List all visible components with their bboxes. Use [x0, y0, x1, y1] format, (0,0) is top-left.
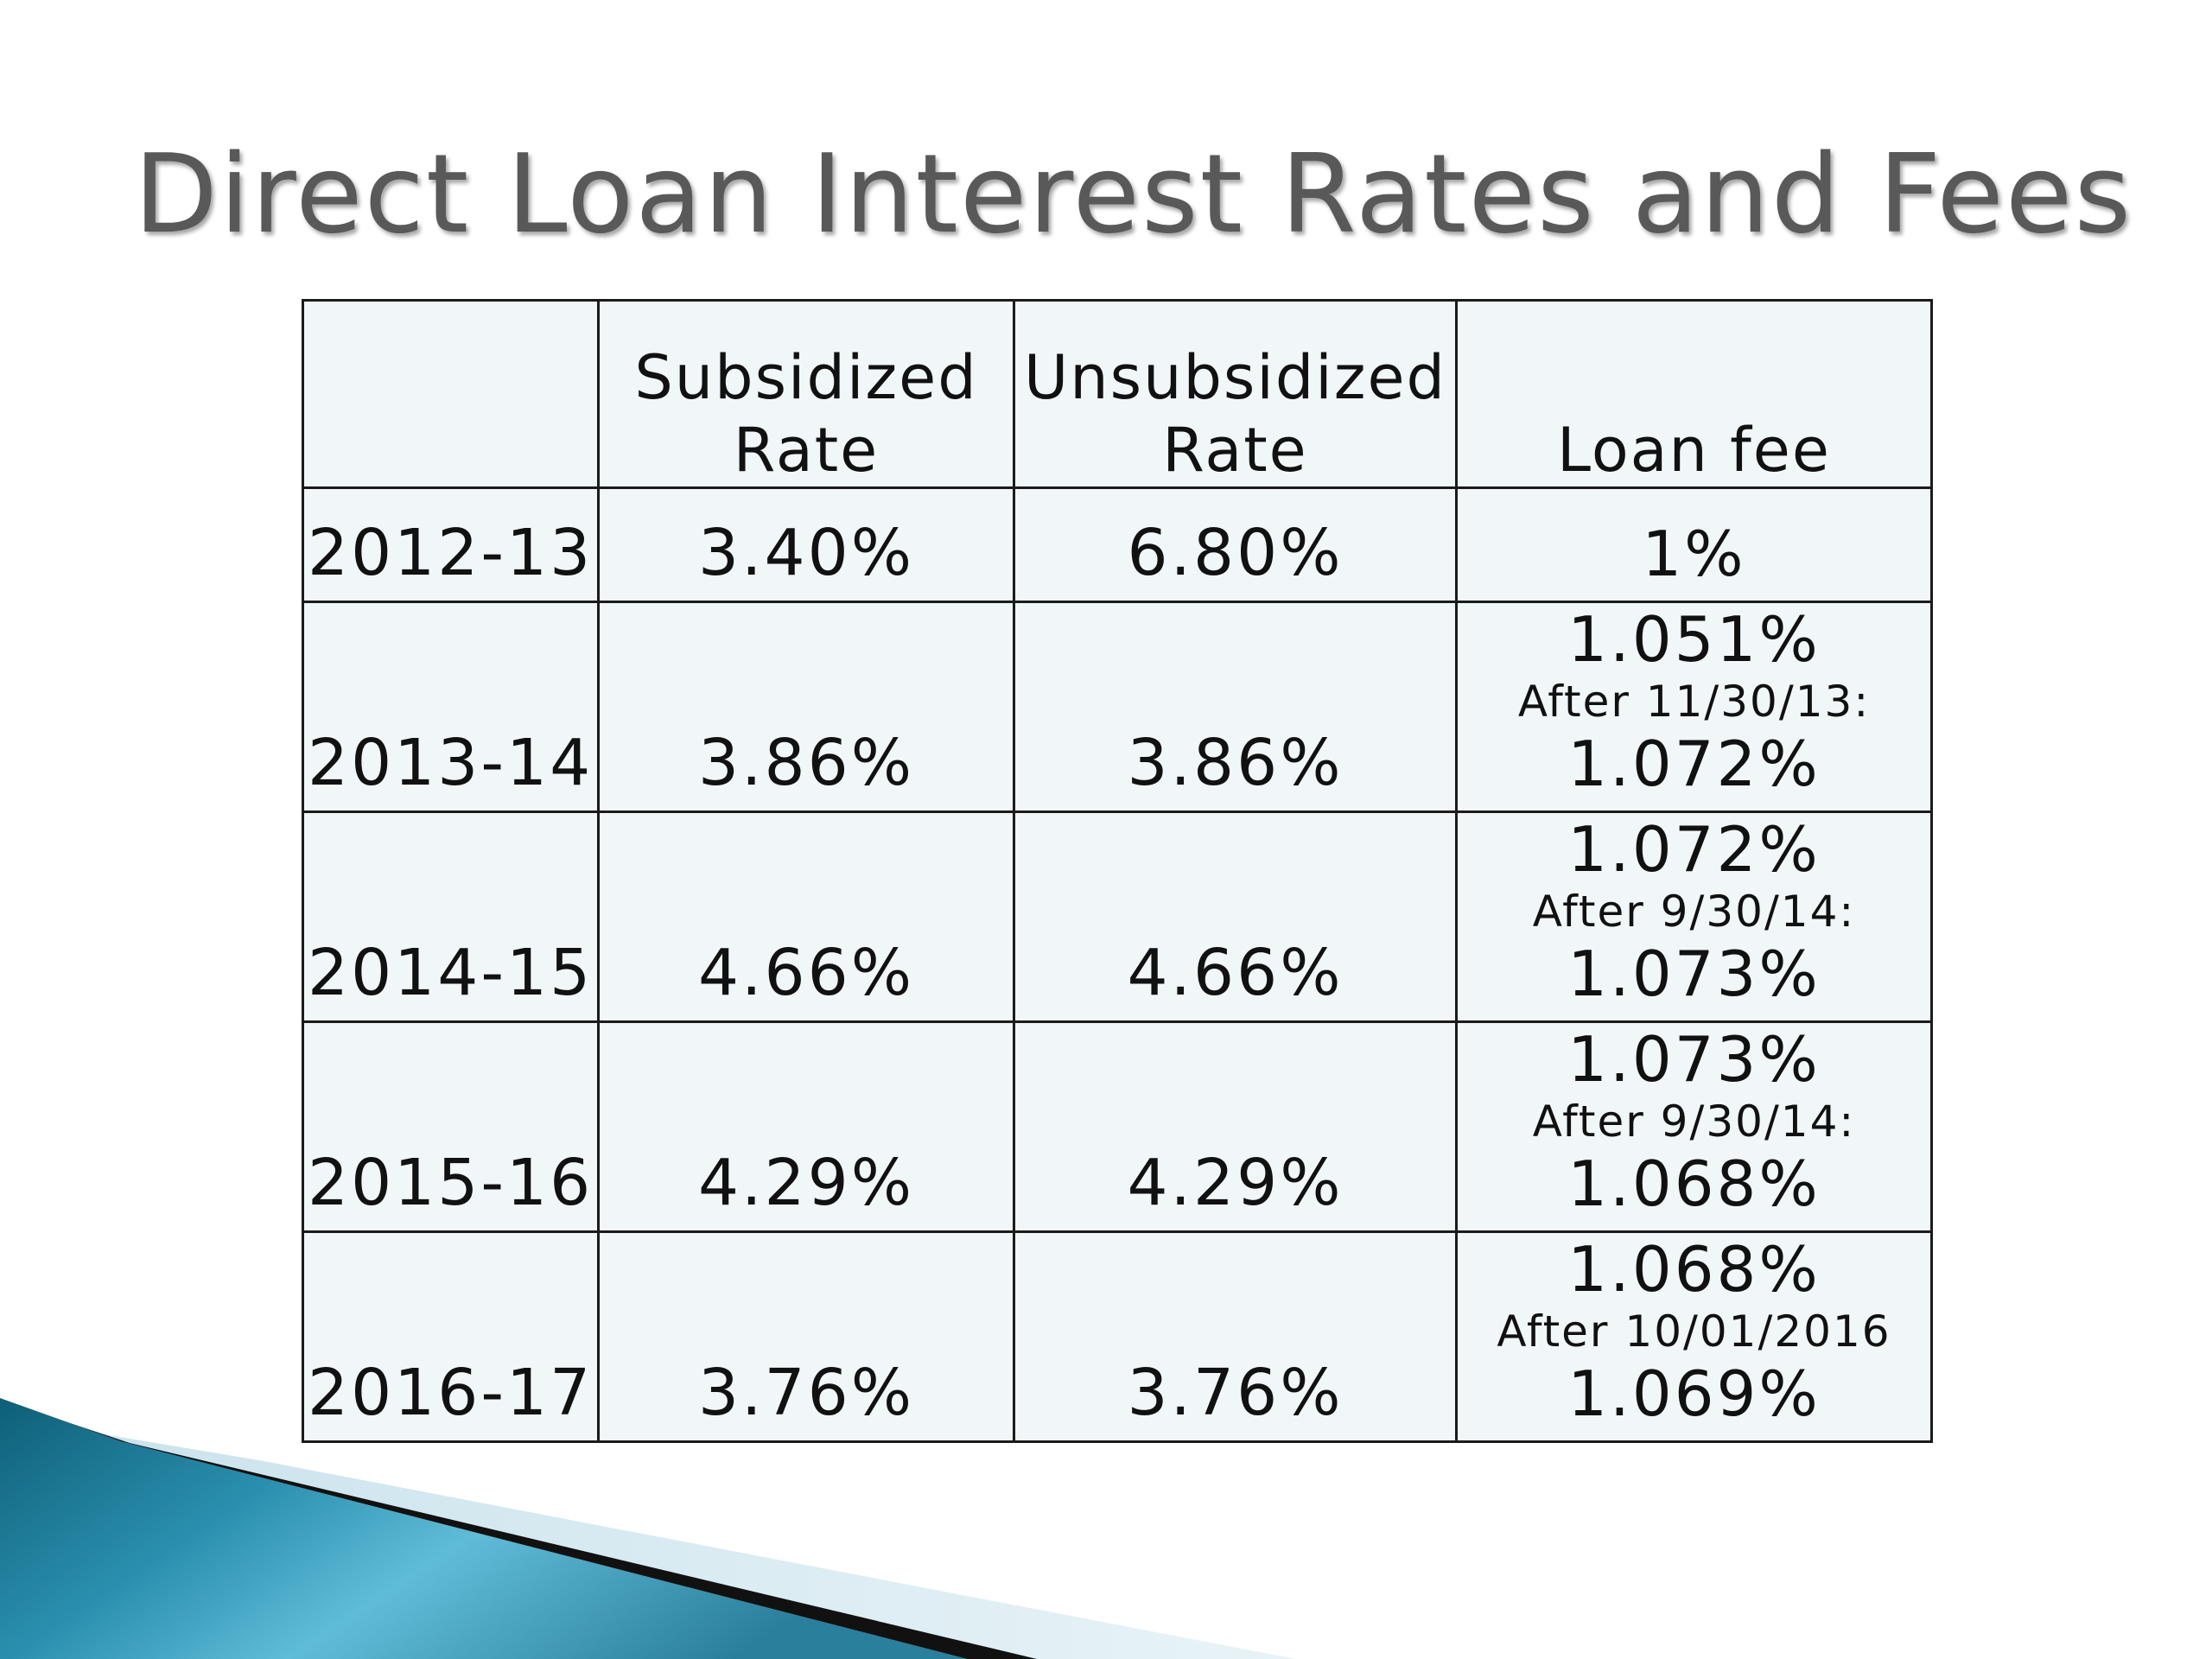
subsidized-rate-cell: 4.29%	[597, 1020, 1015, 1233]
loan-fee-cell: 1.072% After 9/30/14: 1.073%	[1455, 810, 1933, 1023]
subsidized-rate-cell: 4.66%	[597, 810, 1015, 1023]
header-year	[302, 299, 600, 489]
loan-fee-before: 1.068%	[1567, 1233, 1821, 1306]
unsubsidized-rate-cell: 3.86%	[1013, 601, 1458, 813]
loan-fee-change-note: After 9/30/14:	[1532, 1096, 1856, 1147]
loan-fee-cell: 1.068% After 10/01/2016 1.069%	[1455, 1230, 1933, 1443]
year-cell: 2016-17	[302, 1230, 600, 1443]
loan-fee-before: 1.072%	[1567, 813, 1821, 887]
loan-fee-cell: 1%	[1455, 486, 1933, 603]
loan-fee-after: 1.069%	[1567, 1357, 1821, 1430]
year-cell: 2013-14	[302, 601, 600, 813]
loan-rates-table: Subsidized Rate Unsubsidized Rate Loan f…	[302, 299, 1933, 1443]
unsubsidized-rate-cell: 3.76%	[1013, 1230, 1458, 1443]
unsubsidized-rate-cell: 4.66%	[1013, 810, 1458, 1023]
year-cell: 2015-16	[302, 1020, 600, 1233]
header-unsubsidized-rate: Unsubsidized Rate	[1013, 299, 1458, 489]
unsubsidized-rate-cell: 4.29%	[1013, 1020, 1458, 1233]
loan-fee-change-note: After 11/30/13:	[1517, 677, 1871, 727]
loan-fee-after: 1.068%	[1567, 1147, 1821, 1220]
loan-fee-cell: 1.073% After 9/30/14: 1.068%	[1455, 1020, 1933, 1233]
loan-fee-change-note: After 10/01/2016	[1497, 1306, 1891, 1357]
table-row: 2013-14 3.86% 3.86% 1.051% After 11/30/1…	[302, 601, 1933, 813]
unsubsidized-rate-cell: 6.80%	[1013, 486, 1458, 603]
swoosh-light-band	[0, 1417, 1296, 1659]
subsidized-rate-cell: 3.40%	[597, 486, 1015, 603]
table-row: 2015-16 4.29% 4.29% 1.073% After 9/30/14…	[302, 1020, 1933, 1233]
table-header-row: Subsidized Rate Unsubsidized Rate Loan f…	[302, 299, 1933, 489]
subsidized-rate-cell: 3.86%	[597, 601, 1015, 813]
slide-title: Direct Loan Interest Rates and Fees	[134, 130, 2133, 257]
loan-fee-value: 1%	[1642, 518, 1746, 590]
loan-fee-cell: 1.051% After 11/30/13: 1.072%	[1455, 601, 1933, 813]
year-cell: 2014-15	[302, 810, 600, 1023]
subsidized-rate-cell: 3.76%	[597, 1230, 1015, 1443]
header-subsidized-line2: Rate	[733, 415, 880, 486]
table-row: 2014-15 4.66% 4.66% 1.072% After 9/30/14…	[302, 810, 1933, 1023]
loan-fee-change-note: After 9/30/14:	[1532, 887, 1856, 937]
year-cell: 2012-13	[302, 486, 600, 603]
loan-fee-after: 1.072%	[1567, 728, 1821, 800]
loan-fee-before: 1.051%	[1567, 603, 1821, 677]
header-unsubsidized-line1: Unsubsidized	[1024, 342, 1446, 413]
header-subsidized-line1: Subsidized	[634, 342, 978, 413]
loan-fee-after: 1.073%	[1567, 938, 1821, 1010]
header-unsubsidized-line2: Rate	[1162, 415, 1308, 486]
table-row: 2016-17 3.76% 3.76% 1.068% After 10/01/2…	[302, 1230, 1933, 1443]
header-subsidized-rate: Subsidized Rate	[597, 299, 1015, 489]
table-row: 2012-13 3.40% 6.80% 1%	[302, 486, 1933, 603]
loan-fee-before: 1.073%	[1567, 1023, 1821, 1096]
header-loan-fee: Loan fee	[1455, 299, 1933, 489]
